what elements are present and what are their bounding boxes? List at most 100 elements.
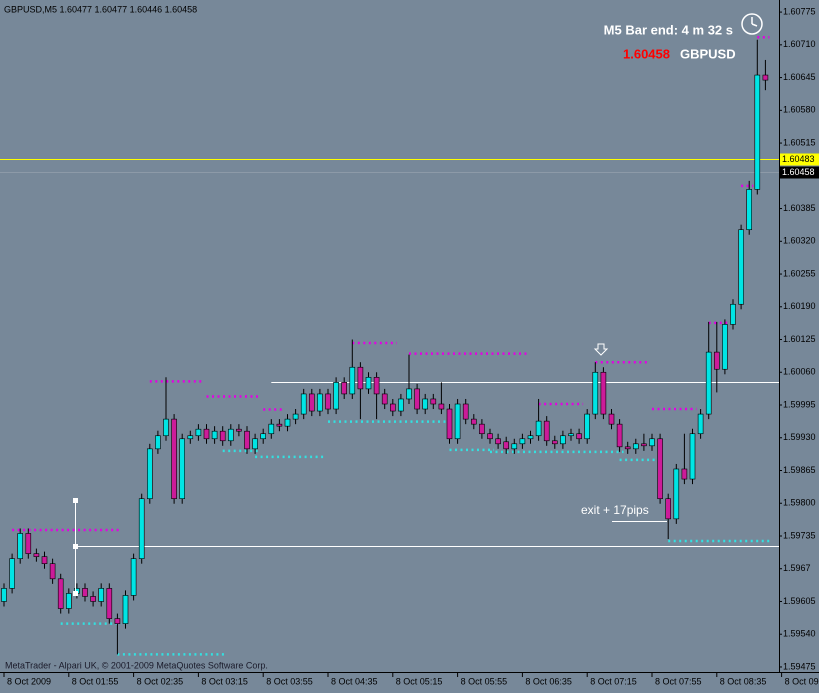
- candle-body: [398, 398, 404, 412]
- candle-body: [462, 403, 469, 420]
- candle-body: [365, 377, 372, 390]
- candle-body: [252, 438, 258, 450]
- candle-body: [681, 468, 688, 480]
- candle-body: [82, 588, 88, 597]
- candle-body: [503, 441, 510, 450]
- y-tick-label: 1.60385: [783, 203, 816, 213]
- x-tick-label: 8 Oct 04:35: [331, 676, 378, 686]
- candle-body: [163, 418, 169, 437]
- y-tick-label: 1.60060: [783, 367, 816, 377]
- candle-body: [754, 74, 761, 190]
- candle-body: [406, 388, 412, 400]
- bid-label: 1.60458: [782, 167, 815, 177]
- candle-body: [9, 558, 15, 589]
- candle-body: [381, 393, 388, 405]
- candle-body: [300, 393, 307, 415]
- ask-box: [780, 153, 819, 166]
- candle-body: [66, 593, 72, 609]
- candle-body: [114, 618, 121, 624]
- x-tick-label: 8 Oct 08:35: [720, 676, 767, 686]
- candle-body: [689, 433, 696, 480]
- x-tick-label: 8 Oct 07:15: [590, 676, 637, 686]
- bar-timer: M5 Bar end: 4 m 32 s: [604, 22, 733, 37]
- candle-body: [592, 371, 599, 415]
- candle-body: [292, 413, 299, 420]
- candle-body: [57, 578, 64, 609]
- y-tick-label: 1.59540: [783, 629, 816, 639]
- candle-body: [284, 418, 291, 427]
- candle-body: [470, 418, 477, 425]
- candle-body: [551, 440, 558, 445]
- candle-body: [616, 423, 623, 448]
- candle-body: [722, 324, 728, 370]
- candle-body: [308, 393, 315, 412]
- candle-body: [1, 588, 7, 602]
- candle-body: [511, 443, 518, 450]
- y-tick-label: 1.60645: [783, 72, 816, 82]
- symbol: GBPUSD: [680, 46, 736, 61]
- candle-body: [106, 588, 113, 619]
- candle-body: [236, 428, 242, 432]
- marker-line: [73, 498, 78, 596]
- candle-body: [41, 556, 48, 564]
- y-tick-label: 1.59735: [783, 530, 816, 540]
- candle-body: [535, 420, 542, 437]
- x-tick-label: 8 Oct 05:55: [461, 676, 508, 686]
- chart-title: GBPUSD,M5 1.60477 1.60477 1.60446 1.6045…: [4, 4, 197, 14]
- candle-body: [762, 74, 769, 81]
- candle-body: [705, 351, 712, 415]
- y-tick-label: 1.59930: [783, 432, 816, 442]
- candle-body: [122, 595, 129, 624]
- bid-box: [780, 166, 819, 179]
- candle-body: [624, 446, 631, 450]
- plot-area: [0, 36, 779, 656]
- candle-body: [325, 393, 331, 410]
- candle-body: [244, 430, 250, 450]
- candle-body: [713, 351, 720, 370]
- candle-body: [438, 403, 445, 410]
- clock-icon: [741, 13, 763, 35]
- annotation: exit + 17pips: [581, 503, 649, 517]
- x-tick-label: 8 Oct 02:35: [137, 676, 184, 686]
- candle-body: [373, 377, 380, 395]
- down-arrow: [593, 343, 609, 356]
- y-tick-label: 1.59475: [783, 661, 816, 671]
- candle-body: [665, 498, 672, 520]
- candle-body: [730, 303, 736, 325]
- candle-body: [49, 563, 56, 580]
- y-tick-label: 1.59865: [783, 465, 816, 475]
- x-tick-label: 8 Oct 06:35: [525, 676, 572, 686]
- candle-body: [357, 366, 364, 390]
- bid-price: 1.60458: [623, 46, 670, 61]
- y-tick-label: 1.60125: [783, 334, 816, 344]
- candle-body: [746, 189, 753, 231]
- footer: MetaTrader - Alpari UK, © 2001-2009 Meta…: [5, 660, 268, 670]
- candle-body: [422, 398, 429, 410]
- y-tick-label: 1.60775: [783, 6, 816, 16]
- candle-body: [171, 418, 177, 500]
- candle-body: [584, 413, 591, 440]
- candle-body: [446, 408, 453, 440]
- candle-body: [17, 533, 24, 559]
- candle-body: [657, 438, 663, 500]
- candle-body: [187, 435, 194, 440]
- candle-body: [608, 413, 615, 425]
- candle-body: [333, 382, 339, 410]
- candle-body: [632, 443, 639, 450]
- candle-body: [527, 435, 534, 440]
- candle-body: [155, 435, 161, 450]
- y-tick-label: 1.59605: [783, 596, 816, 606]
- candle-body: [228, 428, 234, 442]
- candle-body: [98, 588, 104, 602]
- candle-body: [568, 433, 574, 437]
- y-tick-label: 1.60255: [783, 268, 816, 278]
- candle-body: [138, 498, 145, 559]
- candle-body: [260, 433, 267, 440]
- candle-body: [211, 430, 218, 440]
- candle-body: [697, 413, 704, 435]
- candle-body: [479, 423, 485, 435]
- candle-body: [276, 423, 283, 427]
- candle-body: [147, 448, 153, 500]
